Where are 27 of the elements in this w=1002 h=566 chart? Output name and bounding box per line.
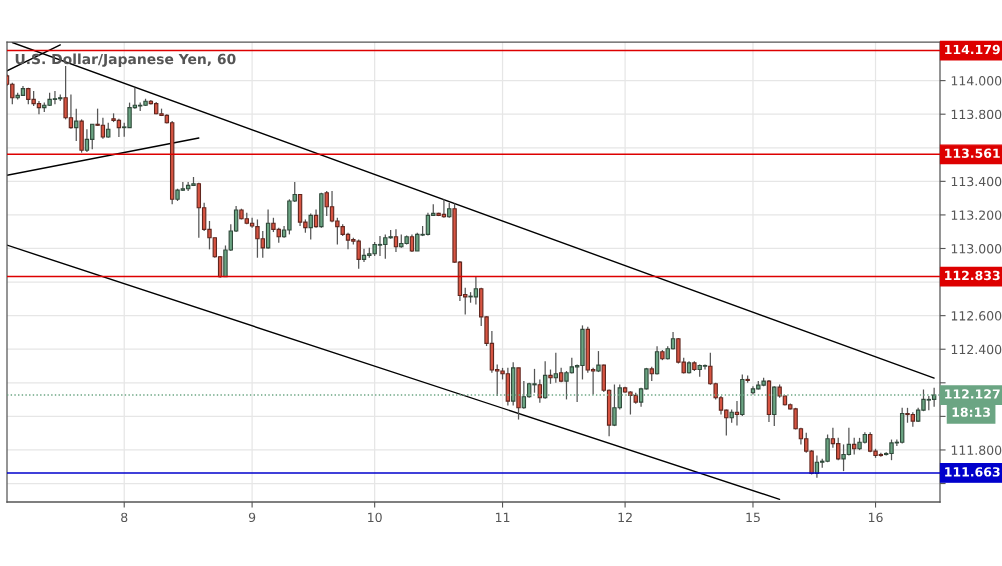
y-tick-label: 111.800 (951, 445, 1002, 455)
ref-line-label: 113.561 (945, 148, 1000, 158)
x-tick-label: 12 (618, 512, 632, 522)
x-tick-label: 15 (746, 512, 760, 523)
y-tick-label: 114.000 (951, 76, 1002, 86)
y-tick-label: 112.400 (951, 344, 1002, 355)
candlestick (74, 108, 79, 142)
x-tick-label: 8 (121, 512, 128, 523)
x-tick-label: 9 (248, 512, 256, 523)
y-tick-label: 113.200 (951, 210, 1002, 220)
candlestick (313, 208, 319, 229)
text: 18:13 (952, 407, 990, 417)
ref-line-label: 112.127 (945, 389, 1000, 399)
candlestick (393, 228, 399, 253)
y-tick-label: 113.800 (951, 109, 1002, 120)
x-tick-label: 11 (495, 512, 510, 522)
ref-line-label: 112.833 (945, 270, 1000, 281)
y-tick-label: 113.000 (951, 243, 1002, 254)
ref-line-label: 111.663 (945, 467, 1000, 477)
ref-line-label: 114.179 (945, 44, 1000, 55)
x-tick-label: 16 (868, 512, 883, 523)
candlestick (654, 345, 660, 376)
y-tick-label: 113.400 (951, 176, 1002, 187)
candlestick (308, 212, 313, 241)
y-tick-label: 112.600 (951, 311, 1002, 321)
candlestick (553, 352, 559, 384)
x-tick-label: 10 (368, 512, 382, 523)
